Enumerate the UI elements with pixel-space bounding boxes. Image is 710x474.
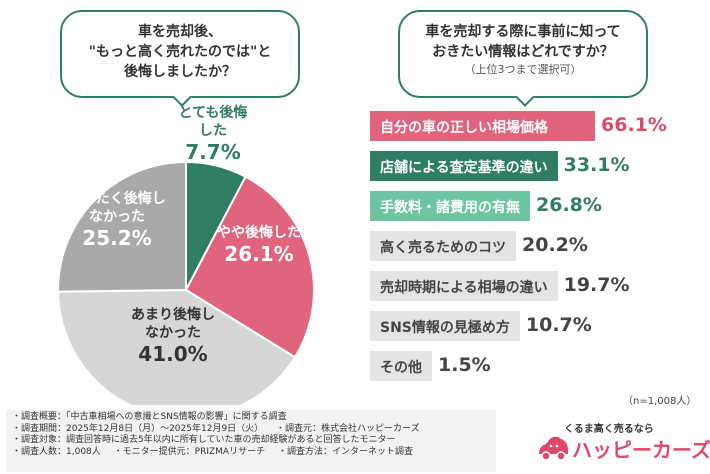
left-question-line-3: 後悔しましたか？ (124, 64, 236, 80)
bar-value: 1.5% (438, 354, 491, 376)
pie-label-text: とても後悔した (178, 105, 248, 139)
survey-row: ・調査対象：調査回答時に過去5年以内に所有していた車の売却経験があると回答したモ… (12, 435, 490, 447)
survey-row: ・調査概要：「中古車相場への意識とSNS情報の影響」に関する調査 (12, 412, 490, 424)
survey-text: ・調査対象：調査回答時に過去5年以内に所有していた車の売却経験があると回答したモ… (12, 435, 396, 445)
bar-value: 66.1% (601, 114, 667, 136)
regret-pie-chart (56, 160, 315, 405)
pie-label-value: 26.1% (224, 242, 294, 266)
bar-row: 高く売るためのコツ 20.2% (370, 228, 710, 264)
pie-label-value: 25.2% (82, 226, 152, 250)
survey-info-box: ・調査概要：「中古車相場への意識とSNS情報の影響」に関する調査 ・調査期間：2… (6, 410, 496, 472)
survey-row: ・調査人数：1,008人 ・モニター提供元：PRIZMAリサーチ ・調査方法：イ… (12, 447, 490, 459)
bar-value: 26.8% (536, 194, 602, 216)
bar-label: 売却時期による相場の違い (380, 280, 548, 296)
pie-label-text: あまり後悔しなかった (131, 307, 215, 341)
pie-label-not-much-regret: あまり後悔しなかった 41.0% (118, 306, 228, 366)
pie-label-somewhat-regret: やや後悔した 26.1% (204, 224, 314, 266)
survey-text: ・調査人数：1,008人 (12, 446, 101, 457)
bar-row: 手数料・諸費用の有無 26.8% (370, 188, 710, 224)
bar-row: 売却時期による相場の違い 19.7% (370, 268, 710, 304)
info-bar-chart: 自分の車の正しい相場価格 66.1% 店舗による査定基準の違い 33.1% 手数… (370, 108, 710, 388)
left-question-line-2: "もっと高く売れたのでは"と (88, 44, 272, 60)
survey-text: ・調査方法：インターネット調査 (277, 446, 413, 457)
pie-label-value: 7.7% (185, 140, 241, 164)
left-question-line-1: 車を売却後、 (138, 24, 222, 40)
bar-row: SNS情報の見極め方 10.7% (370, 308, 710, 344)
logo-tagline: くるま高く売るなら (564, 424, 654, 435)
bar-fill (370, 151, 558, 181)
left-question-bubble: 車を売却後、 "もっと高く売れたのでは"と 後悔しましたか？ (60, 10, 300, 107)
bar-fill (370, 311, 520, 341)
bar-fill (370, 271, 558, 301)
pie-label-text: やや後悔した (217, 225, 301, 241)
bar-label: 手数料・諸費用の有無 (380, 200, 520, 216)
sample-size-note: （n=1,008人） (623, 396, 697, 407)
right-question-bubble: 車を売却する際に事前に知って おきたい情報はどれですか？ （上位3つまで選択可） (398, 10, 648, 107)
survey-row: ・調査期間：2025年12月8日（月）～2025年12月9日（火） ・調査元：株… (12, 424, 490, 436)
bar-value: 33.1% (563, 154, 630, 176)
car-icon (539, 436, 568, 461)
survey-text: ・モニター提供元：PRIZMAリサーチ (113, 446, 266, 457)
bar-label: 自分の車の正しい相場価格 (380, 120, 548, 136)
bar-value: 20.2% (522, 234, 588, 256)
brand-logo: くるま高く売るなら ハッピーカーズ (536, 420, 710, 470)
pie-slice-3 (57, 160, 187, 293)
pie-label-value: 41.0% (138, 342, 208, 366)
bar-row: その他 1.5% (370, 348, 710, 384)
bar-row: 店舗による査定基準の違い 33.1% (370, 148, 710, 184)
pie-label-text: まったく後悔しなかった (68, 191, 166, 225)
bar-label: 高く売るためのコツ (380, 240, 506, 256)
survey-text: ・調査期間：2025年12月8日（月）～2025年12月9日（火） (12, 423, 264, 434)
bar-label: その他 (380, 360, 422, 376)
bar-fill (370, 351, 432, 381)
logo-name: ハッピーカーズ (572, 438, 710, 462)
right-question-line-2: おきたい情報はどれですか？ (432, 44, 614, 60)
survey-text: ・調査概要：「中古車相場への意識とSNS情報の影響」に関する調査 (12, 412, 287, 422)
pie-label-very-regret: とても後悔した 7.7% (172, 104, 254, 164)
bar-value: 19.7% (563, 274, 630, 296)
pie-slice-2 (56, 288, 297, 405)
bar-fill (370, 231, 516, 261)
survey-text: ・調査元：株式会社ハッピーカーズ (276, 423, 420, 434)
bar-fill (370, 191, 530, 221)
bar-label: SNS情報の見極め方 (380, 320, 510, 336)
right-question-line-1: 車を売却する際に事前に知って (425, 24, 621, 40)
bar-value: 10.7% (525, 314, 592, 336)
right-question-note: （上位3つまで選択可） (464, 63, 582, 76)
pie-slice-1 (184, 175, 315, 359)
bubble-tail (515, 87, 535, 107)
bar-label: 店舗による査定基準の違い (380, 160, 548, 176)
pie-label-no-regret: まったく後悔しなかった 25.2% (62, 190, 172, 250)
bar-row: 自分の車の正しい相場価格 66.1% (370, 108, 710, 144)
bar-fill (370, 111, 595, 141)
